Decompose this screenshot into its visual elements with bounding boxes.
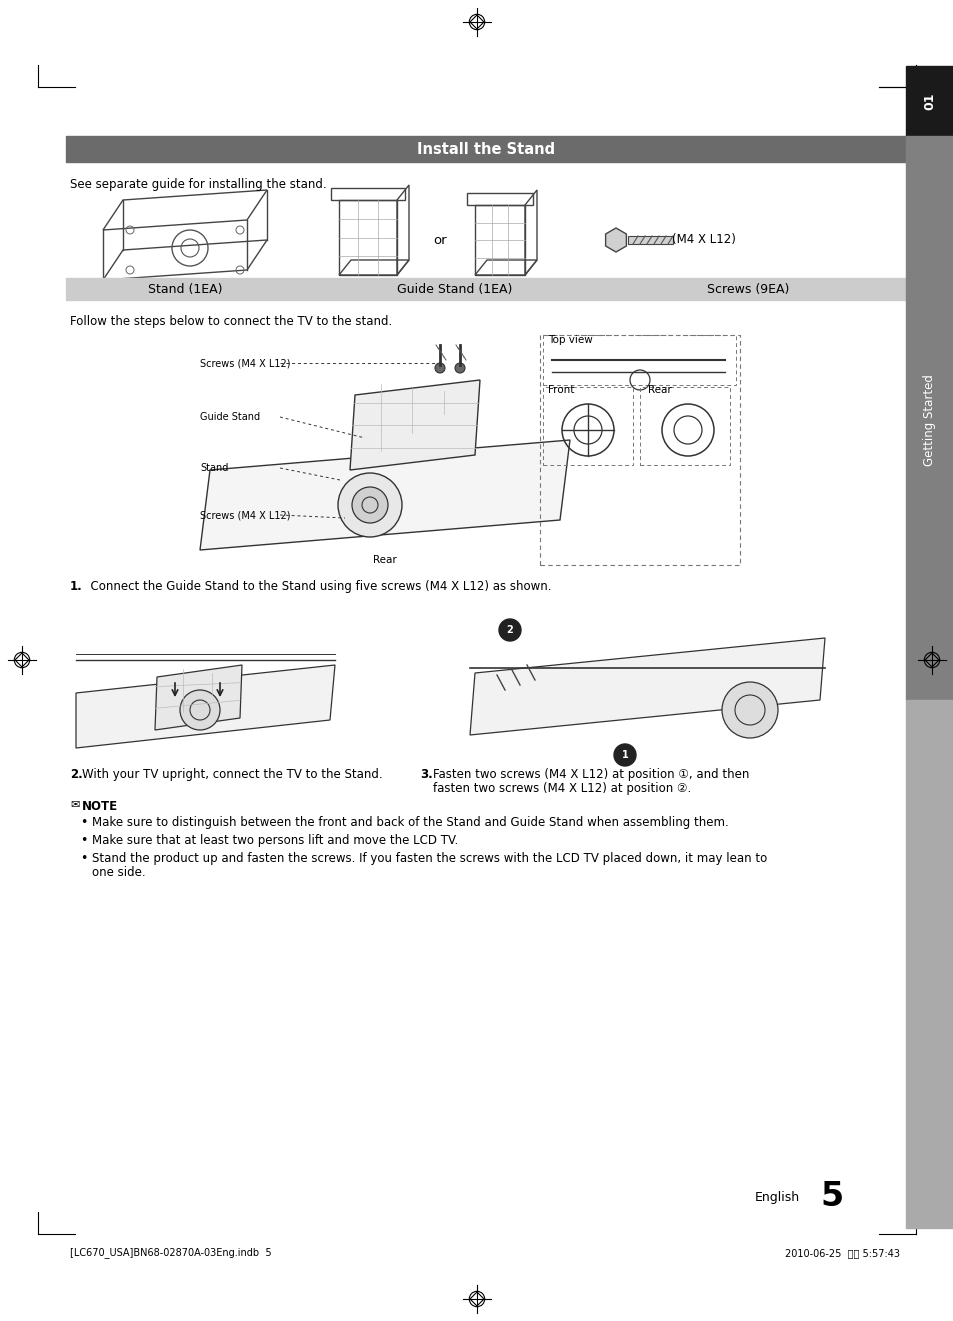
Text: Fasten two screws (M4 X L12) at position ①, and then: Fasten two screws (M4 X L12) at position… xyxy=(433,768,749,781)
Text: ✉: ✉ xyxy=(70,801,79,810)
Text: 01: 01 xyxy=(923,92,936,110)
Text: Rear: Rear xyxy=(373,555,396,565)
Text: Front: Front xyxy=(547,384,574,395)
Text: 5: 5 xyxy=(820,1180,842,1213)
Circle shape xyxy=(180,690,220,731)
Text: Stand (1EA): Stand (1EA) xyxy=(148,283,222,296)
Text: •: • xyxy=(80,834,88,847)
Bar xyxy=(66,136,905,162)
Circle shape xyxy=(435,363,444,373)
Text: With your TV upright, connect the TV to the Stand.: With your TV upright, connect the TV to … xyxy=(82,768,382,781)
Text: Follow the steps below to connect the TV to the stand.: Follow the steps below to connect the TV… xyxy=(70,314,392,328)
Text: Guide Stand: Guide Stand xyxy=(200,412,260,421)
Circle shape xyxy=(337,473,401,538)
Circle shape xyxy=(721,682,778,738)
Bar xyxy=(639,387,729,465)
Bar xyxy=(905,66,953,136)
Bar xyxy=(905,136,953,700)
Text: 3.: 3. xyxy=(419,768,433,781)
Polygon shape xyxy=(76,664,335,748)
Bar xyxy=(66,277,905,300)
Polygon shape xyxy=(200,440,569,550)
Polygon shape xyxy=(350,380,479,470)
Text: 1: 1 xyxy=(621,750,628,760)
Text: fasten two screws (M4 X L12) at position ②.: fasten two screws (M4 X L12) at position… xyxy=(433,782,691,795)
Circle shape xyxy=(352,487,388,523)
Circle shape xyxy=(455,363,464,373)
Text: 2.: 2. xyxy=(70,768,83,781)
Text: (M4 X L12): (M4 X L12) xyxy=(671,234,735,247)
Bar xyxy=(905,700,953,1229)
Text: one side.: one side. xyxy=(91,867,146,878)
Text: •: • xyxy=(80,852,88,865)
Text: •: • xyxy=(80,816,88,830)
Polygon shape xyxy=(470,638,824,734)
Text: Top view: Top view xyxy=(547,336,592,345)
Circle shape xyxy=(614,744,636,766)
Text: Install the Stand: Install the Stand xyxy=(416,141,555,156)
Text: Make sure to distinguish between the front and back of the Stand and Guide Stand: Make sure to distinguish between the fro… xyxy=(91,816,728,830)
Text: Stand the product up and fasten the screws. If you fasten the screws with the LC: Stand the product up and fasten the scre… xyxy=(91,852,766,865)
Text: Stand: Stand xyxy=(200,462,228,473)
Text: NOTE: NOTE xyxy=(82,801,118,812)
Bar xyxy=(539,336,740,565)
Text: Screws (9EA): Screws (9EA) xyxy=(706,283,788,296)
Text: Rear: Rear xyxy=(647,384,671,395)
Text: [LC670_USA]BN68-02870A-03Eng.indb  5: [LC670_USA]BN68-02870A-03Eng.indb 5 xyxy=(70,1247,272,1259)
Text: Make sure that at least two persons lift and move the LCD TV.: Make sure that at least two persons lift… xyxy=(91,834,457,847)
Polygon shape xyxy=(154,664,242,731)
Text: English: English xyxy=(754,1192,800,1205)
Text: or: or xyxy=(433,234,446,247)
Text: Guide Stand (1EA): Guide Stand (1EA) xyxy=(396,283,512,296)
Text: Screws (M4 X L12): Screws (M4 X L12) xyxy=(200,510,291,520)
Text: 2010-06-25  오후 5:57:43: 2010-06-25 오후 5:57:43 xyxy=(784,1248,899,1258)
Bar xyxy=(542,336,735,384)
Text: 2: 2 xyxy=(506,625,513,635)
Text: See separate guide for installing the stand.: See separate guide for installing the st… xyxy=(70,178,326,192)
Circle shape xyxy=(498,620,520,641)
Bar xyxy=(542,387,633,465)
Text: Connect the Guide Stand to the Stand using five screws (M4 X L12) as shown.: Connect the Guide Stand to the Stand usi… xyxy=(83,580,551,593)
Text: Screws (M4 X L12): Screws (M4 X L12) xyxy=(200,358,291,369)
Text: 1.: 1. xyxy=(70,580,83,593)
Polygon shape xyxy=(605,229,626,252)
Bar xyxy=(627,236,672,244)
Text: Getting Started: Getting Started xyxy=(923,374,936,466)
